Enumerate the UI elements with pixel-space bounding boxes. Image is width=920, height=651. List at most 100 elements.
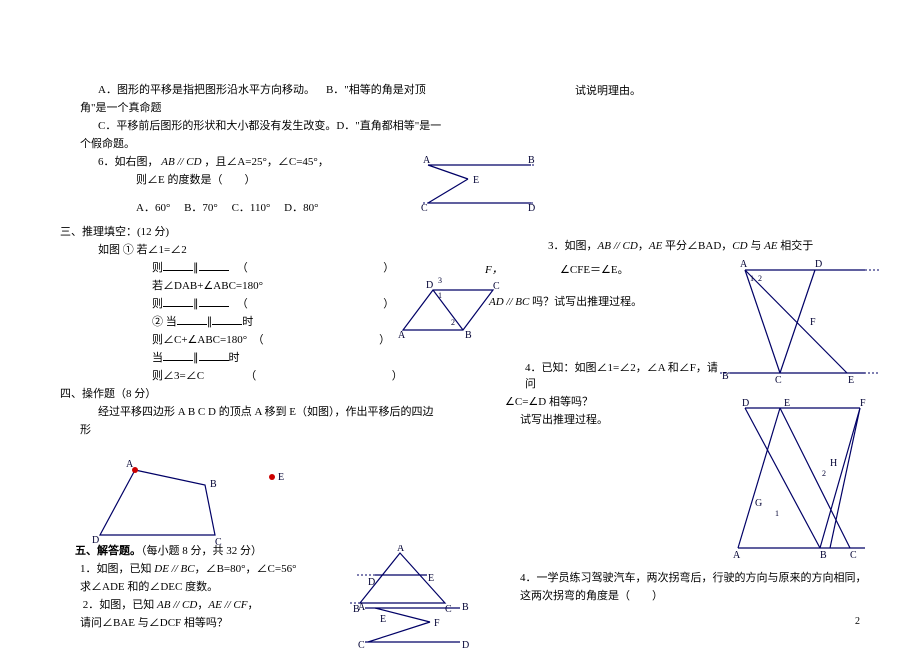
- lbl-a: A: [397, 545, 405, 554]
- lbl-c: C: [850, 550, 857, 561]
- lbl-1: 1: [775, 509, 779, 518]
- fig-sec4: A B C D E: [80, 455, 300, 545]
- q6-lead: 6．如右图，: [98, 156, 159, 168]
- fig-q52: A B E F C D: [350, 600, 480, 650]
- q51i: DE // BC: [154, 563, 194, 575]
- r3h: AD // BC 吗？试写出推理过程。: [489, 293, 642, 309]
- page-number: 2: [855, 616, 860, 627]
- r3i2: AE: [649, 240, 662, 252]
- lbl-a: A: [423, 155, 431, 166]
- q52b: ，: [197, 599, 208, 611]
- r3: 3．如图，: [548, 240, 598, 252]
- lbl-b: B: [210, 479, 217, 490]
- s3-8c: ）: [392, 370, 403, 382]
- lbl-1: 1: [750, 274, 754, 283]
- r3b: ，: [638, 240, 649, 252]
- s4-1: 经过平移四边形 A B C D 的顶点 A 移到 E（如图），作出平移后的四边: [80, 404, 510, 420]
- q52i: AB // CD: [157, 599, 197, 611]
- lbl-e: E: [428, 573, 434, 584]
- lbl-2: 2: [758, 274, 762, 283]
- q51b: ，∠B=80°，∠C=56°: [195, 563, 297, 575]
- r3e: 相交于: [778, 240, 814, 252]
- r3i4: AE: [764, 240, 777, 252]
- s3-4a: 则: [152, 298, 163, 310]
- q6-abcd: AB // CD: [161, 156, 201, 168]
- lbl-b: B: [465, 330, 472, 341]
- blank: [163, 260, 193, 271]
- blank: [163, 296, 193, 307]
- q52i2: AE // CF: [208, 599, 247, 611]
- s3-5c: 时: [242, 316, 253, 328]
- lbl-g: G: [755, 498, 762, 509]
- lbl-c: C: [775, 375, 782, 385]
- sec3-title: 三、推理填空：(12 分): [60, 224, 510, 240]
- lbl-a: A: [740, 259, 748, 270]
- q52: 2．如图，已知: [83, 599, 157, 611]
- r5: 4．一学员练习驾驶汽车，两次拐弯后，行驶的方向与原来的方向相同，: [520, 570, 880, 586]
- q6-d: D．80°: [284, 202, 318, 214]
- opt-c: C．平移前后图形的形状和大小都没有发生改变。D．"直角都相等"是一: [80, 118, 510, 134]
- lbl-1: 1: [438, 291, 442, 300]
- fig-r3: A D B C E F 1 2: [720, 255, 890, 385]
- s3-2c: （: [237, 262, 248, 274]
- r3g: ∠CFE＝∠E。: [560, 261, 629, 277]
- lbl-f: F: [434, 618, 440, 629]
- sec5: 五、解答题。: [75, 545, 141, 557]
- lbl-e: E: [784, 398, 790, 409]
- opt-a-line: A．图形的平移是指把图形沿水平方向移动。 B．"相等的角是对顶: [80, 82, 510, 98]
- r5-block: 4．一学员练习驾驶汽车，两次拐弯后，行驶的方向与原来的方向相同， 这两次拐弯的角…: [520, 568, 880, 606]
- s3-1: 如图 ① 若∠1=∠2: [80, 242, 510, 258]
- s3-8b: （: [245, 370, 256, 382]
- lbl-3: 3: [438, 276, 442, 285]
- fig-q6: A B E C D: [413, 155, 543, 215]
- lbl-2: 2: [822, 469, 826, 478]
- r3i3: CD: [732, 240, 747, 252]
- r3-block: 3．如图，AB // CD，AE 平分∠BAD，CD 与 AE 相交于: [548, 236, 903, 256]
- lbl-d: D: [426, 280, 433, 291]
- lbl-b: B: [722, 371, 729, 382]
- sec5b: （每小题 8 分，共 32 分）: [141, 545, 262, 557]
- blank: [177, 314, 207, 325]
- opt-a: A．图形的平移是指把图形沿水平方向移动。: [98, 84, 315, 96]
- lbl-d: D: [742, 398, 749, 409]
- q6-c: C．110°: [232, 202, 271, 214]
- opt-a2: 角"是一个真命题: [80, 100, 510, 116]
- left-column: A．图形的平移是指把图形沿水平方向移动。 B．"相等的角是对顶 角"是一个真命题…: [80, 80, 510, 440]
- lbl-d: D: [815, 259, 822, 270]
- s3-5a: ② 当: [152, 316, 177, 328]
- fig-r4: D E F A B C G H 1 2: [720, 398, 890, 563]
- s3-2d: ）: [383, 262, 394, 274]
- lbl-d: D: [92, 535, 99, 545]
- q6-b: B．70°: [184, 202, 218, 214]
- fig-sec3: D C A B 3 1 2: [393, 275, 503, 345]
- s3-2a: 则: [152, 262, 163, 274]
- r3c: 平分∠BAD，: [662, 240, 732, 252]
- lbl-d: D: [368, 577, 375, 588]
- s3-7: 当∥时: [80, 350, 510, 366]
- s3-7c: 时: [229, 352, 240, 364]
- sec4-title: 四、操作题（8 分）: [60, 386, 510, 402]
- lbl-d: D: [528, 203, 535, 214]
- lbl-b: B: [528, 155, 535, 166]
- lbl-f: F: [860, 398, 866, 409]
- opt-b: B．"相等的角是对顶: [326, 84, 426, 96]
- lbl-e: E: [380, 614, 386, 625]
- lbl-a: A: [358, 602, 366, 613]
- lbl-f: F: [810, 317, 816, 328]
- lbl-a: A: [398, 330, 406, 341]
- s3-6a: 则∠C+∠ABC=180° （: [152, 334, 264, 346]
- lbl-e: E: [473, 175, 479, 186]
- blank: [199, 350, 229, 361]
- r3h2: 吗？试写出推理过程。: [529, 296, 642, 308]
- r3-line: 3．如图，AB // CD，AE 平分∠BAD，CD 与 AE 相交于: [548, 238, 903, 254]
- r4: 4．已知：如图∠1=∠2，∠A 和∠F，请问: [525, 360, 725, 392]
- r5b: 这两次拐弯的角度是（ ）: [520, 588, 880, 604]
- s3-8: 则∠3=∠C （ ）: [80, 368, 510, 384]
- r3i: AB // CD: [598, 240, 638, 252]
- r4c: 试写出推理过程。: [520, 412, 725, 428]
- lbl-c: C: [493, 281, 500, 292]
- s3-6b: ）: [379, 334, 390, 346]
- blank: [163, 350, 193, 361]
- lbl-b: B: [820, 550, 827, 561]
- lbl-a: A: [126, 459, 134, 470]
